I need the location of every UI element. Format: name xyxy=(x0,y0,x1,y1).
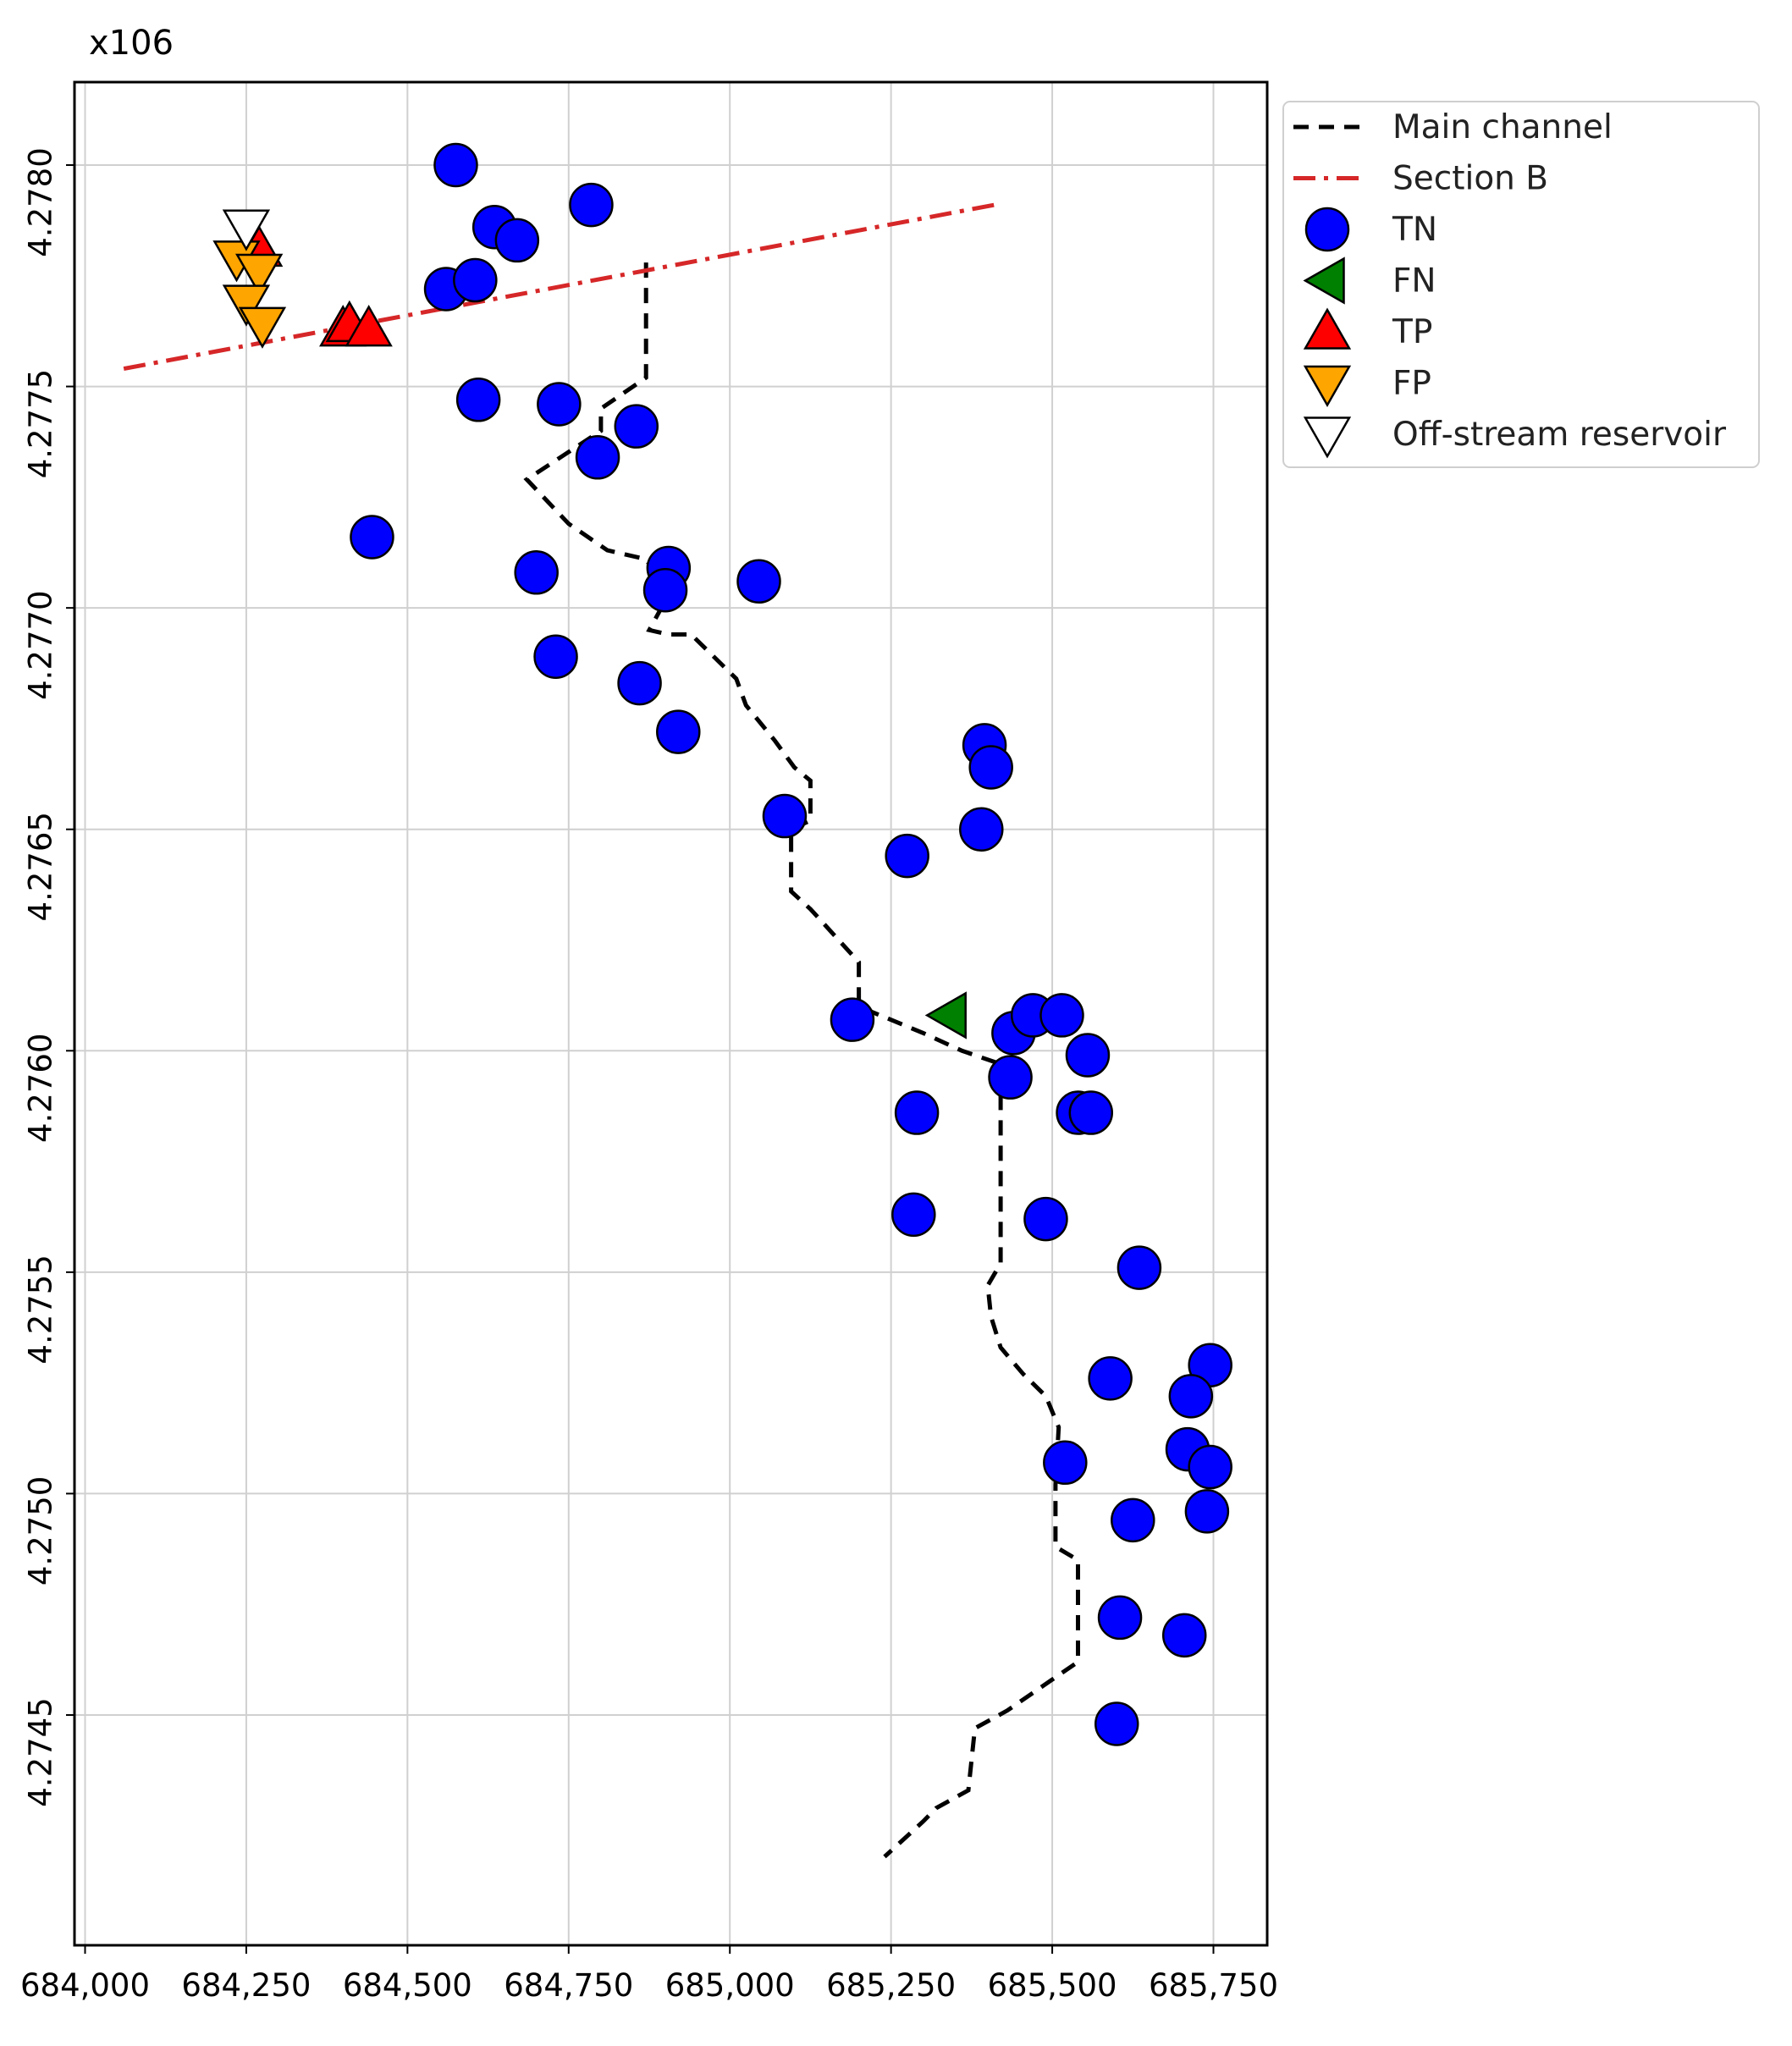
tn-marker xyxy=(1039,993,1084,1038)
off_stream-marker xyxy=(222,209,271,251)
y-tick-label: 4.2770 xyxy=(23,590,59,699)
x-axis: 684,000 684,250 684,500 684,750 685,000 685,2… xyxy=(20,1945,1278,2004)
tn-marker xyxy=(1043,1440,1088,1486)
tn-marker xyxy=(537,382,582,427)
series-fn xyxy=(924,991,967,1040)
y-tick-label: 4.2780 xyxy=(23,147,59,256)
tn-marker xyxy=(1094,1701,1139,1746)
tn-marker xyxy=(1097,1595,1143,1641)
series-off_stream xyxy=(222,209,271,251)
tn-marker xyxy=(1117,1245,1162,1290)
tn-marker xyxy=(455,378,501,422)
fn-marker xyxy=(924,991,967,1040)
x-tick-label: 684,000 xyxy=(20,1967,150,2004)
tn-marker xyxy=(642,567,688,613)
fp-marker xyxy=(238,306,287,349)
legend-handle-off_stream xyxy=(1303,416,1352,459)
tn-marker xyxy=(575,435,620,480)
y-axis: 4.2745 4.2750 4.2755 4.2760 4.2765 4.2770 4.27… xyxy=(23,147,74,1807)
tn-marker xyxy=(617,660,662,706)
tn-marker xyxy=(894,1090,940,1135)
tn-marker xyxy=(830,997,875,1042)
legend-label-section_b: Section B xyxy=(1392,160,1548,198)
tn-marker xyxy=(1088,1356,1133,1401)
series-section_b xyxy=(123,202,995,372)
x-tick-label: 684,750 xyxy=(504,1967,633,2004)
tn-marker xyxy=(1184,1489,1230,1534)
tn-marker xyxy=(1188,1444,1232,1490)
section_b-line xyxy=(123,202,995,372)
y-tick-label: 4.2775 xyxy=(23,369,59,478)
fp-marker xyxy=(222,284,271,327)
series-main_channel xyxy=(523,262,1080,1859)
tn-marker xyxy=(350,515,394,560)
tn-marker xyxy=(1168,1374,1214,1419)
x-tick-label: 685,500 xyxy=(988,1967,1117,2004)
x-tick-label: 685,000 xyxy=(665,1967,795,2004)
y-tick-label: 4.2765 xyxy=(23,812,59,921)
tn-marker xyxy=(1161,1613,1207,1658)
legend-handle-fp xyxy=(1303,365,1352,408)
tn-marker xyxy=(433,142,478,188)
x-tick-label: 685,250 xyxy=(826,1967,956,2004)
x-tick-label: 684,500 xyxy=(343,1967,472,2004)
tn-marker xyxy=(514,550,559,595)
tn-marker xyxy=(762,793,808,839)
tn-marker xyxy=(569,182,614,228)
tn-marker xyxy=(736,559,781,604)
grid-lines xyxy=(74,82,1267,1945)
plot-frame xyxy=(73,80,1269,1947)
tn-marker xyxy=(494,218,540,263)
y-tick-label: 4.2745 xyxy=(23,1697,59,1806)
y-tick-label: 4.2755 xyxy=(23,1255,59,1364)
y-tick-label: 4.2760 xyxy=(23,1034,59,1143)
x-tick-label: 685,750 xyxy=(1149,1967,1278,2004)
legend: Main channel Section B TN FN TP FP Off-stream … xyxy=(1282,101,1760,468)
legend-label-main_channel: Main channel xyxy=(1392,108,1613,146)
legend-label-fp: FP xyxy=(1392,365,1431,403)
legend-label-tn: TN xyxy=(1392,211,1437,249)
tn-marker xyxy=(968,745,1013,790)
y-tick-label: 4.2750 xyxy=(23,1476,59,1586)
legend-handle-tn xyxy=(1304,207,1350,252)
legend-handle-tp xyxy=(1303,307,1352,350)
tn-marker xyxy=(656,709,701,754)
legend-handle-fn xyxy=(1303,256,1345,305)
legend-label-off_stream: Off-stream reservoir xyxy=(1392,416,1727,454)
tn-marker xyxy=(959,807,1004,852)
tn-marker xyxy=(1068,1090,1114,1135)
main_channel-line xyxy=(523,262,1080,1859)
tp-marker xyxy=(345,305,393,347)
tn-marker xyxy=(1023,1196,1068,1242)
tn-marker xyxy=(885,833,929,879)
tn-marker xyxy=(1111,1497,1155,1543)
series-fp xyxy=(212,240,287,349)
tn-marker xyxy=(1065,1033,1111,1078)
legend-box xyxy=(1282,101,1760,468)
legend-label-tp: TP xyxy=(1392,313,1432,351)
fp-marker xyxy=(235,253,284,296)
x-tick-label: 684,250 xyxy=(181,1967,311,2004)
tn-marker xyxy=(891,1192,936,1238)
legend-label-fn: FN xyxy=(1392,262,1436,301)
series-tn xyxy=(350,142,1232,1746)
tn-marker xyxy=(614,404,659,449)
tn-marker xyxy=(988,1055,1033,1100)
y-offset-label: x106 xyxy=(89,24,174,63)
series-layer xyxy=(123,142,1232,1859)
tn-marker xyxy=(453,257,498,303)
tn-marker xyxy=(533,634,578,679)
